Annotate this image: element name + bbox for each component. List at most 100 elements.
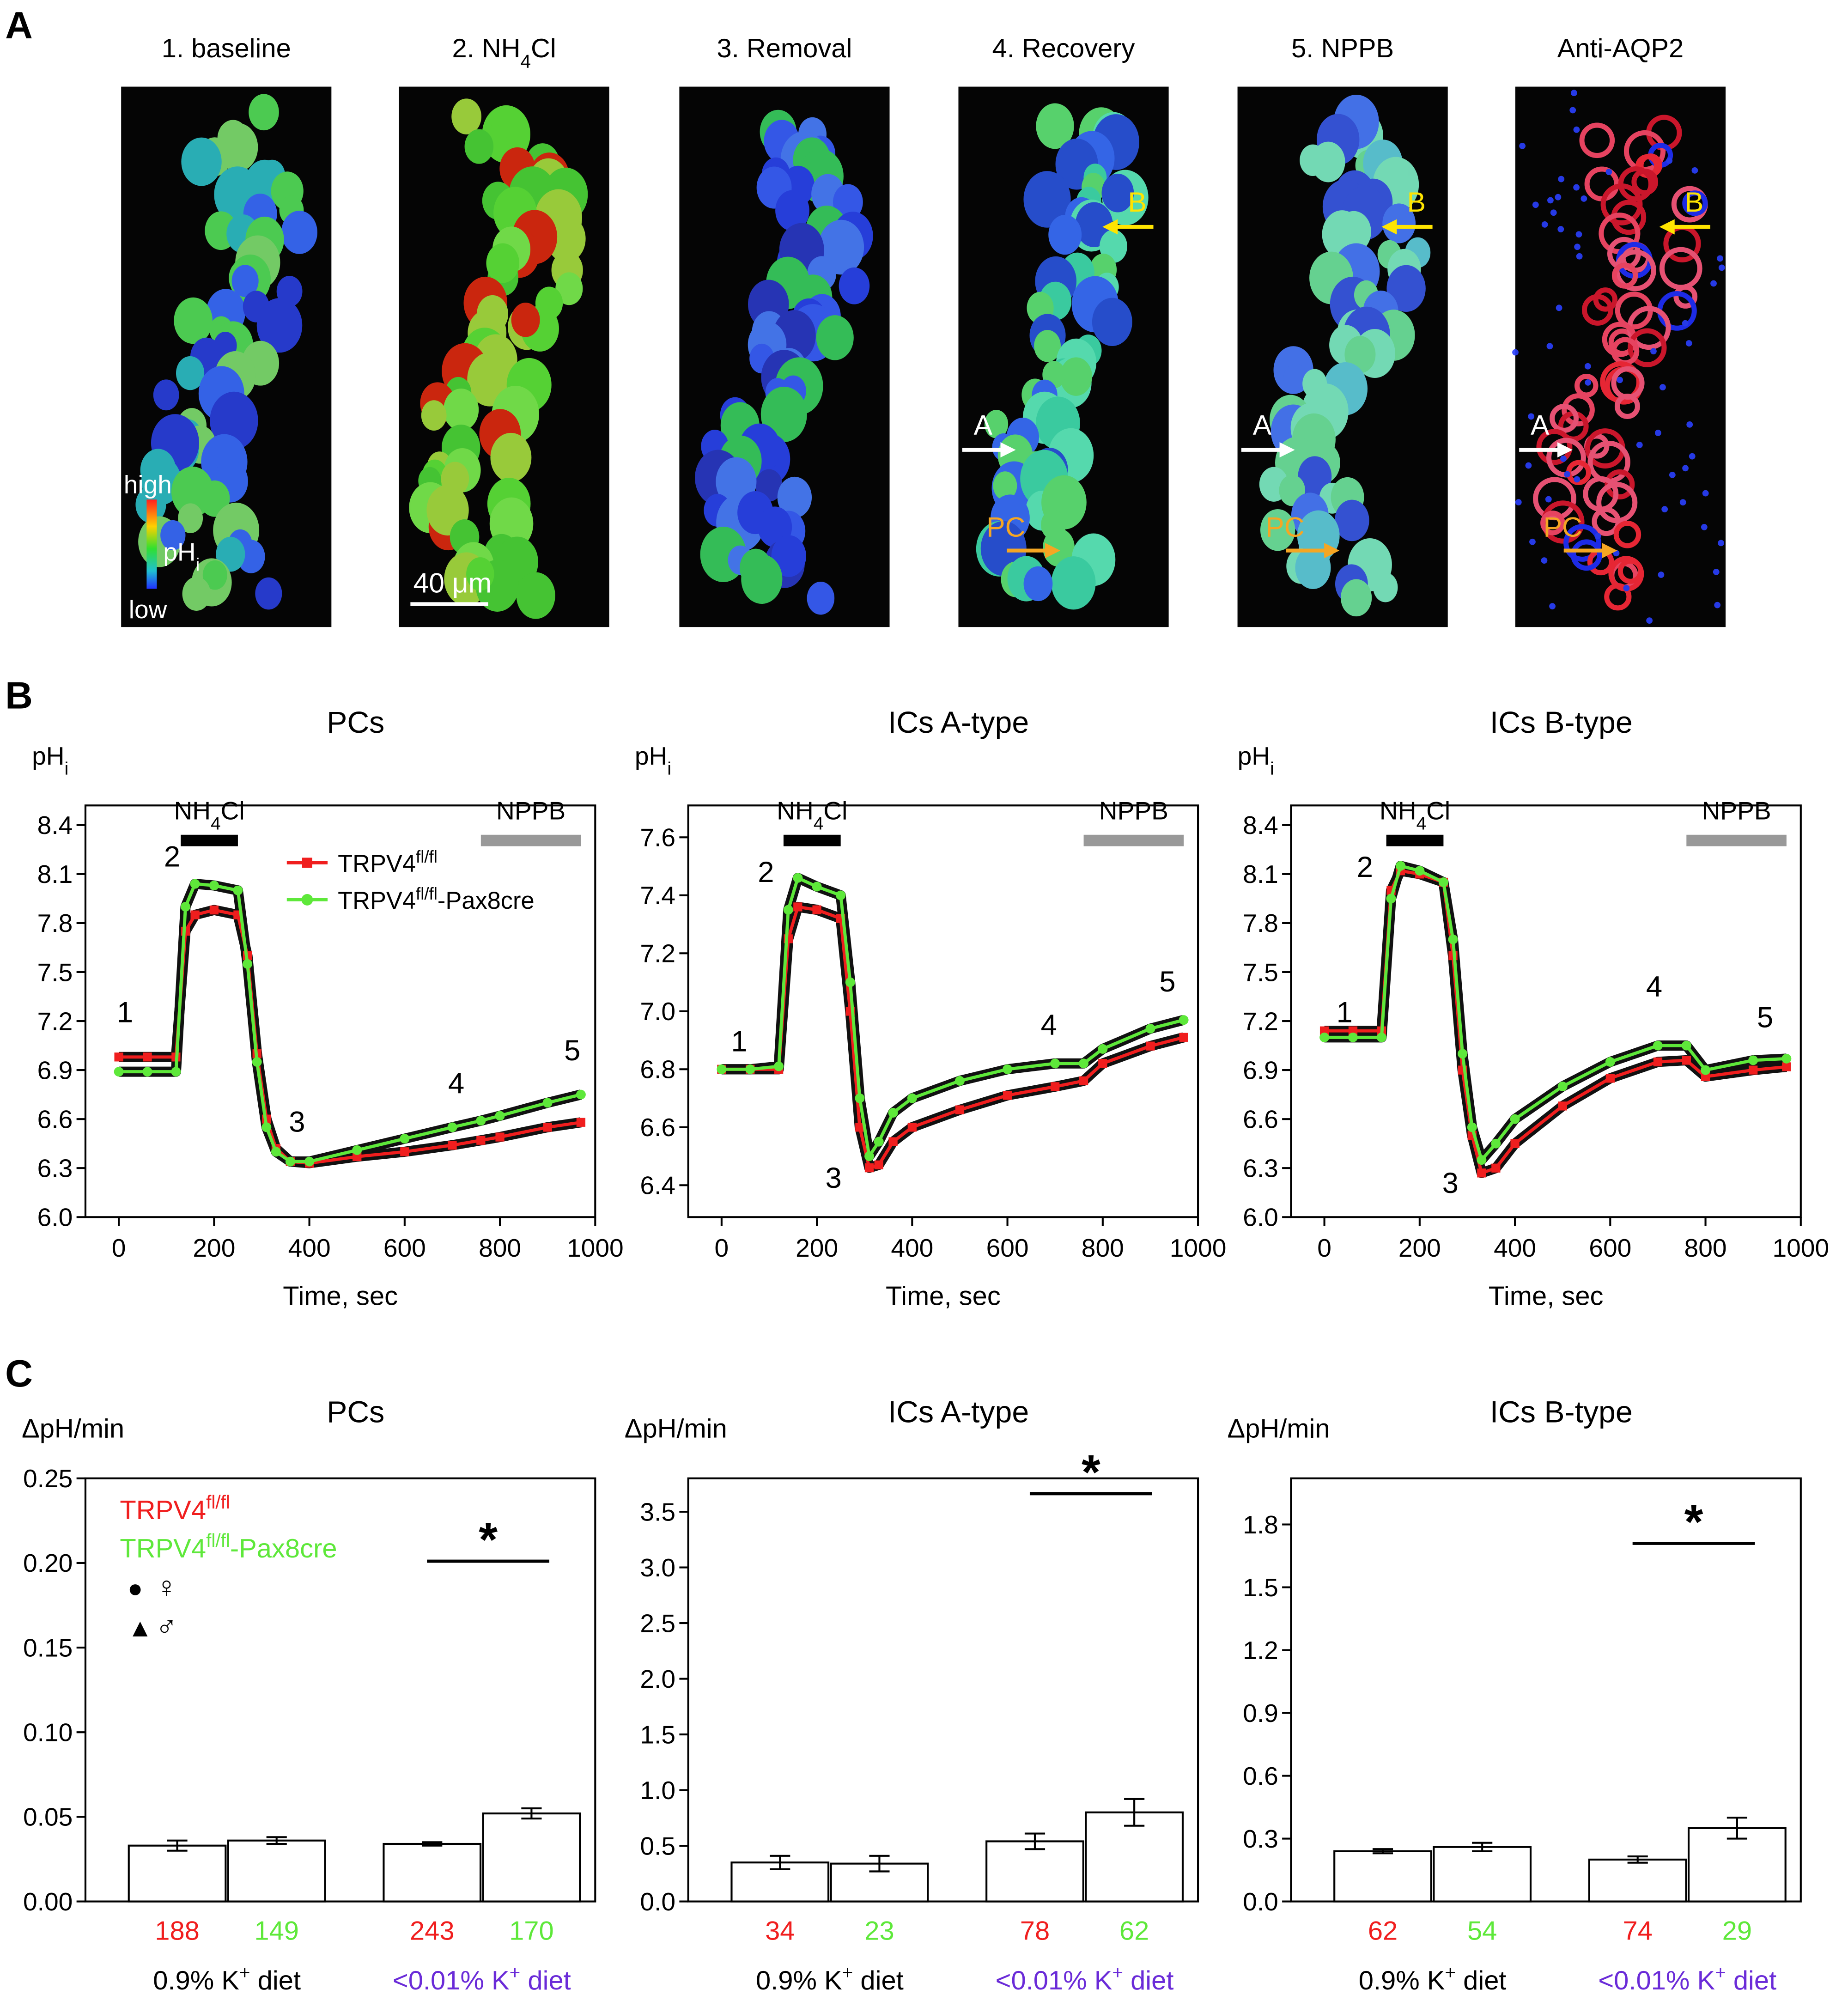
treatment-label: NH4Cl [1380,797,1450,834]
treatment-bar [783,834,841,846]
error-bar [1124,1798,1145,1827]
x-tick-label: 600 [383,1234,426,1262]
y-axis-label-part: i [667,759,671,779]
bar [383,1843,482,1903]
x-tick-label: 600 [1589,1234,1631,1262]
y-tick-label: 6.6 [1243,1105,1278,1133]
nucleus-dot [1686,421,1693,428]
annotation: 1 [1337,996,1353,1028]
point [400,1147,409,1156]
treatment-label-part: NPPB [1702,797,1771,825]
x-axis-label: Time, sec [886,1282,1001,1311]
y-axis-label-part: pH [635,742,668,770]
cell [178,503,203,533]
treatment-label-part: NH [777,797,814,825]
point [745,1064,755,1074]
annotation: 5 [1159,966,1175,998]
image-title-part: 1. baseline [162,34,291,63]
nucleus-dot [1714,602,1721,608]
n-label: 62 [1119,1916,1149,1946]
y-tick-label: 0.5 [640,1831,675,1860]
point [1605,1074,1615,1083]
nucleus-dot [1549,603,1556,610]
y-tick-label: 6.0 [37,1203,73,1232]
x-tick-label: 1000 [1772,1234,1829,1262]
point [243,959,253,969]
y-tick-label: 8.1 [37,860,73,888]
cell [555,272,583,305]
nucleus-dot [1574,476,1581,483]
nucleus-dot [1576,253,1583,260]
cell [1298,456,1332,497]
treatment-label-part: NPPB [496,797,565,825]
point [261,1122,272,1132]
cell [202,560,227,590]
treatment-label-part: 4 [211,814,220,833]
arrow-head [1279,442,1295,458]
plot-frame [84,1477,596,1903]
point [954,1076,965,1086]
point [352,1145,362,1155]
y-tick-label: 8.4 [1243,811,1278,839]
legend-label: ♀ [156,1571,178,1603]
nucleus-dot [1557,226,1564,232]
nucleus-dot [1581,195,1587,202]
image-title: 3. Removal [717,34,852,63]
cell [775,190,809,231]
cell [1682,190,1708,216]
n-label: 29 [1722,1916,1752,1946]
nucleus-dot [1636,442,1643,448]
cell [1311,141,1345,182]
point [1781,1053,1792,1064]
nucleus-dot [1556,304,1562,311]
group-label-part: + [1715,1962,1726,1983]
x-tick-label: 800 [479,1234,521,1262]
treatment-bar [181,834,238,846]
nucleus-dot [1646,617,1653,624]
significance-star: * [479,1513,498,1567]
point [1348,1032,1358,1042]
legend-label-part: TRPV4 [120,1534,206,1563]
nucleus-dot [1550,209,1557,216]
cell [443,389,479,431]
arrow-head [1324,543,1340,559]
point [907,1093,917,1103]
point [190,910,200,919]
error-bar [1372,1848,1393,1855]
nucleus-dot [1660,384,1666,391]
x-tick-label: 1000 [567,1234,624,1262]
cell [741,554,783,604]
treatment-bar [480,834,581,846]
legend-label-part: TRPV4 [120,1496,206,1525]
point [812,905,821,914]
group-label-part: diet [250,1966,301,1995]
nucleus-dot [1541,221,1548,228]
y-tick-label: 3.0 [640,1553,675,1582]
cell [1550,404,1579,433]
nucleus-dot [1679,499,1686,506]
point [1396,861,1406,871]
nucleus-dot [1682,465,1689,472]
y-tick-label: 1.2 [1243,1636,1278,1665]
point [209,905,219,915]
annotation: 2 [164,841,180,873]
point [1458,1049,1468,1059]
point [793,873,803,883]
legend-symbol: ▲ [128,1613,153,1642]
bar [482,1812,581,1903]
point [448,1141,457,1150]
panel-letter: A [5,4,33,47]
point [542,1098,553,1108]
chart-title: ICs B-type [1490,1395,1633,1429]
legend-label: TRPV4fl/fl [338,847,438,877]
point [1003,1064,1013,1074]
nucleus-dot [1658,572,1665,578]
annotation: 4 [1041,1009,1057,1041]
point [233,885,243,895]
image-title-part: 4. Recovery [992,34,1135,63]
nucleus-dot [1558,176,1565,182]
cell [466,557,494,591]
y-tick-label: 0.20 [23,1549,73,1577]
group-label-part: 0.9% K [756,1966,842,1995]
